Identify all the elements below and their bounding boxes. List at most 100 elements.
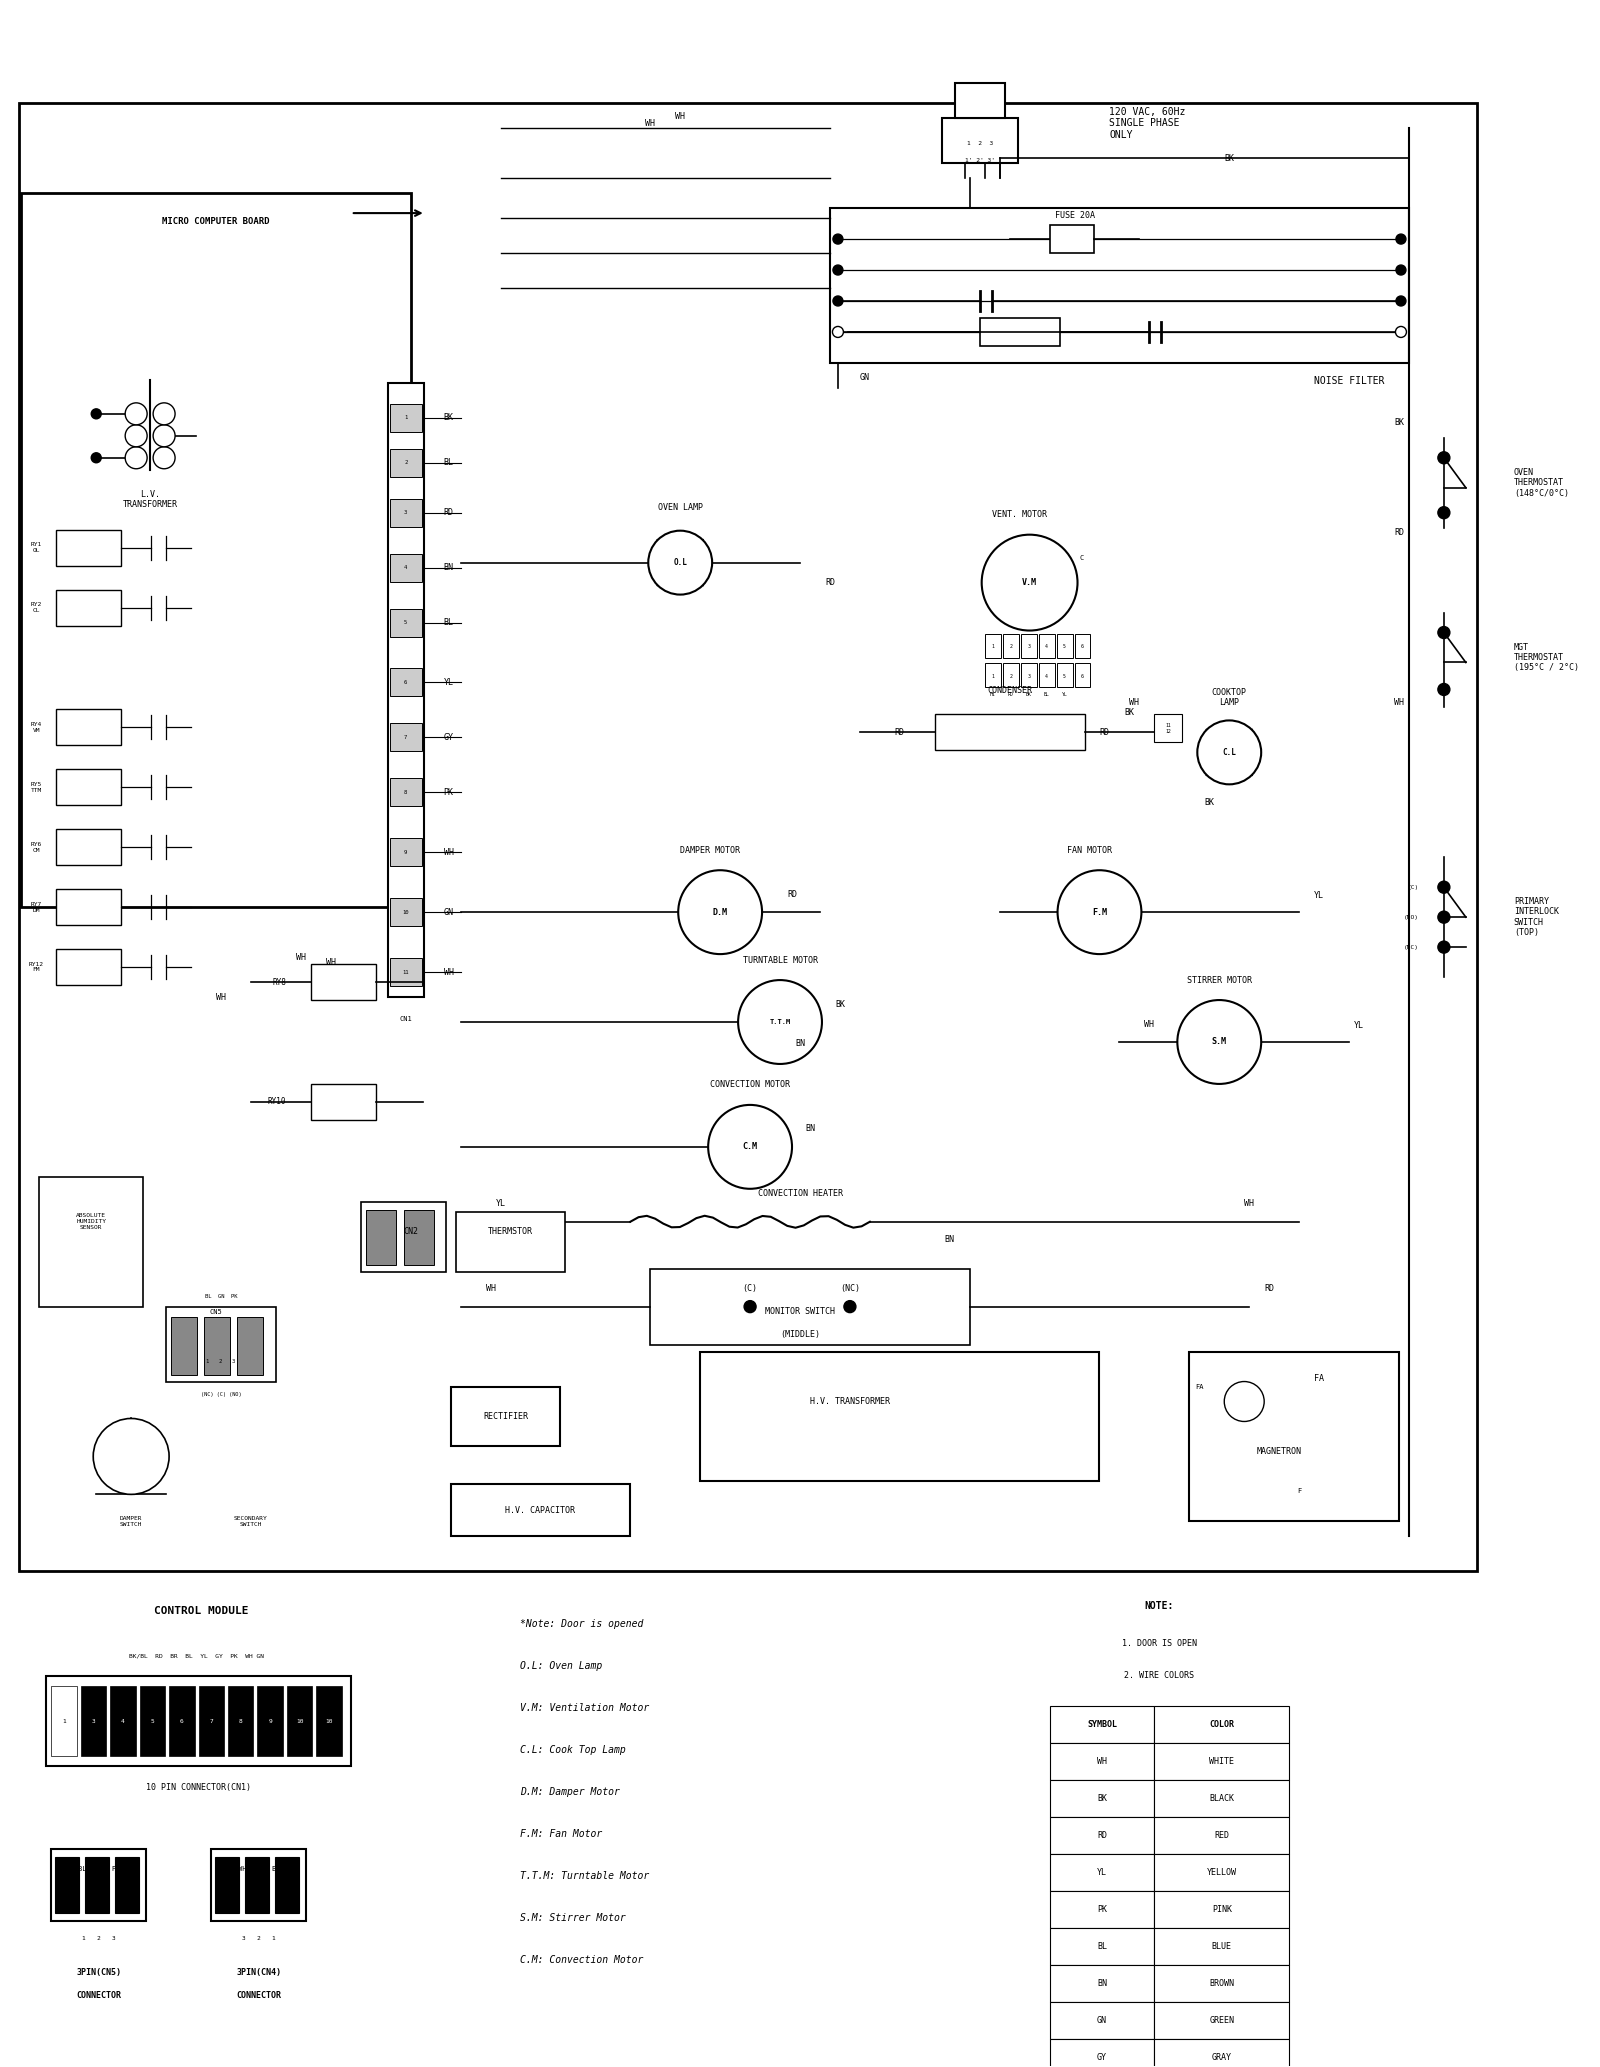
Bar bbox=[984, 664, 1000, 688]
Circle shape bbox=[832, 327, 843, 337]
Text: C.M: C.M bbox=[742, 1143, 757, 1151]
Text: 5: 5 bbox=[1062, 674, 1066, 678]
Text: WH: WH bbox=[645, 118, 656, 128]
Bar bbox=[139, 1687, 165, 1757]
Text: BK: BK bbox=[443, 413, 454, 422]
Bar bbox=[1154, 1705, 1290, 1742]
Text: Hi: Hi bbox=[990, 692, 995, 697]
Bar bbox=[258, 1687, 283, 1757]
Bar bbox=[171, 1317, 197, 1375]
Bar bbox=[955, 83, 1005, 118]
Circle shape bbox=[154, 426, 174, 446]
Text: BN: BN bbox=[944, 1236, 955, 1244]
Text: 7: 7 bbox=[405, 736, 408, 740]
Text: 1: 1 bbox=[405, 415, 408, 420]
Bar bbox=[56, 709, 122, 746]
Text: RD: RD bbox=[443, 508, 454, 517]
Text: 6: 6 bbox=[405, 680, 408, 684]
Text: (C): (C) bbox=[742, 1284, 757, 1294]
Text: D.M: D.M bbox=[712, 907, 728, 916]
Text: DAMPER
SWITCH: DAMPER SWITCH bbox=[120, 1515, 142, 1528]
Bar bbox=[1154, 1854, 1290, 1891]
Text: BL  GN  PK: BL GN PK bbox=[78, 1867, 120, 1873]
Text: GN: GN bbox=[1098, 2015, 1107, 2026]
Text: WH: WH bbox=[216, 992, 226, 1002]
Text: CN1: CN1 bbox=[400, 1017, 413, 1021]
Bar bbox=[1050, 1780, 1154, 1817]
Text: 6: 6 bbox=[1082, 645, 1083, 649]
Bar bbox=[1021, 664, 1037, 688]
Text: S.M: S.M bbox=[1211, 1038, 1227, 1046]
Text: 3   2   1: 3 2 1 bbox=[242, 1937, 275, 1941]
Bar bbox=[1154, 2001, 1290, 2038]
Text: COOKTOP
LAMP: COOKTOP LAMP bbox=[1211, 688, 1246, 707]
Bar bbox=[1154, 2038, 1290, 2067]
Text: BK: BK bbox=[1205, 798, 1214, 806]
Bar bbox=[1003, 635, 1019, 657]
Text: RECTIFIER: RECTIFIER bbox=[483, 1412, 528, 1420]
Circle shape bbox=[91, 409, 101, 420]
Text: PRIMARY
INTERLOCK
SWITCH
(TOP): PRIMARY INTERLOCK SWITCH (TOP) bbox=[1514, 897, 1558, 936]
Text: WH: WH bbox=[443, 847, 454, 856]
Bar bbox=[211, 1848, 306, 1920]
Bar bbox=[166, 1306, 275, 1381]
Text: COLOR: COLOR bbox=[1210, 1720, 1234, 1730]
Text: BN: BN bbox=[1098, 1978, 1107, 1988]
Text: CONNECTOR: CONNECTOR bbox=[237, 1991, 282, 2001]
Text: BLUE: BLUE bbox=[1211, 1941, 1232, 1951]
Text: RY12
FM: RY12 FM bbox=[29, 961, 43, 971]
Bar bbox=[456, 1211, 565, 1271]
Circle shape bbox=[1438, 506, 1450, 519]
Bar bbox=[286, 1687, 312, 1757]
Text: BROWN: BROWN bbox=[1210, 1978, 1234, 1988]
Text: OVEN
THERMOSTAT
(148°C/0°C): OVEN THERMOSTAT (148°C/0°C) bbox=[1514, 467, 1568, 498]
Circle shape bbox=[744, 1300, 757, 1313]
Text: 9: 9 bbox=[405, 850, 408, 856]
Bar bbox=[1050, 2038, 1154, 2067]
Text: RY2
CL: RY2 CL bbox=[30, 601, 42, 614]
Bar bbox=[214, 1856, 238, 1912]
Bar bbox=[19, 103, 1477, 1571]
Bar bbox=[1050, 1742, 1154, 1780]
Bar bbox=[1154, 1780, 1290, 1817]
Bar bbox=[1050, 1891, 1154, 1929]
Bar bbox=[1050, 1817, 1154, 1854]
Text: 4: 4 bbox=[405, 564, 408, 570]
Text: BN: BN bbox=[805, 1124, 814, 1133]
Text: RY5
TTM: RY5 TTM bbox=[30, 781, 42, 794]
Bar bbox=[390, 554, 422, 581]
Text: YL: YL bbox=[496, 1199, 506, 1209]
Bar bbox=[390, 723, 422, 752]
Text: 1   2   3: 1 2 3 bbox=[82, 1937, 117, 1941]
Bar bbox=[1050, 1854, 1154, 1891]
Bar bbox=[115, 1856, 139, 1912]
Circle shape bbox=[1395, 265, 1406, 275]
Text: 5: 5 bbox=[405, 620, 408, 624]
Text: F: F bbox=[1298, 1488, 1301, 1494]
Bar bbox=[1154, 1742, 1290, 1780]
Bar bbox=[275, 1856, 299, 1912]
Text: WH: WH bbox=[675, 112, 685, 120]
Bar bbox=[451, 1387, 560, 1447]
Circle shape bbox=[843, 1300, 856, 1313]
Bar bbox=[1038, 635, 1054, 657]
Text: WH: WH bbox=[1144, 1019, 1154, 1029]
Bar bbox=[390, 498, 422, 527]
Text: BK: BK bbox=[1125, 707, 1134, 717]
Bar bbox=[170, 1687, 195, 1757]
Text: RY7
DM: RY7 DM bbox=[30, 901, 42, 912]
Circle shape bbox=[1438, 881, 1450, 893]
Bar bbox=[650, 1269, 970, 1344]
Text: NOTE:: NOTE: bbox=[1144, 1602, 1174, 1612]
Text: C.L: C.L bbox=[1222, 748, 1237, 757]
Text: RY6
CM: RY6 CM bbox=[30, 841, 42, 854]
Text: MGT
THERMOSTAT
(195°C / 2°C): MGT THERMOSTAT (195°C / 2°C) bbox=[1514, 643, 1579, 672]
Text: BL: BL bbox=[1043, 692, 1050, 697]
Text: 4: 4 bbox=[1045, 674, 1048, 678]
Text: 1: 1 bbox=[992, 674, 994, 678]
Circle shape bbox=[1438, 453, 1450, 463]
Text: PINK: PINK bbox=[1211, 1906, 1232, 1914]
Bar bbox=[830, 209, 1410, 364]
Text: 8: 8 bbox=[405, 790, 408, 796]
Bar bbox=[701, 1352, 1099, 1482]
